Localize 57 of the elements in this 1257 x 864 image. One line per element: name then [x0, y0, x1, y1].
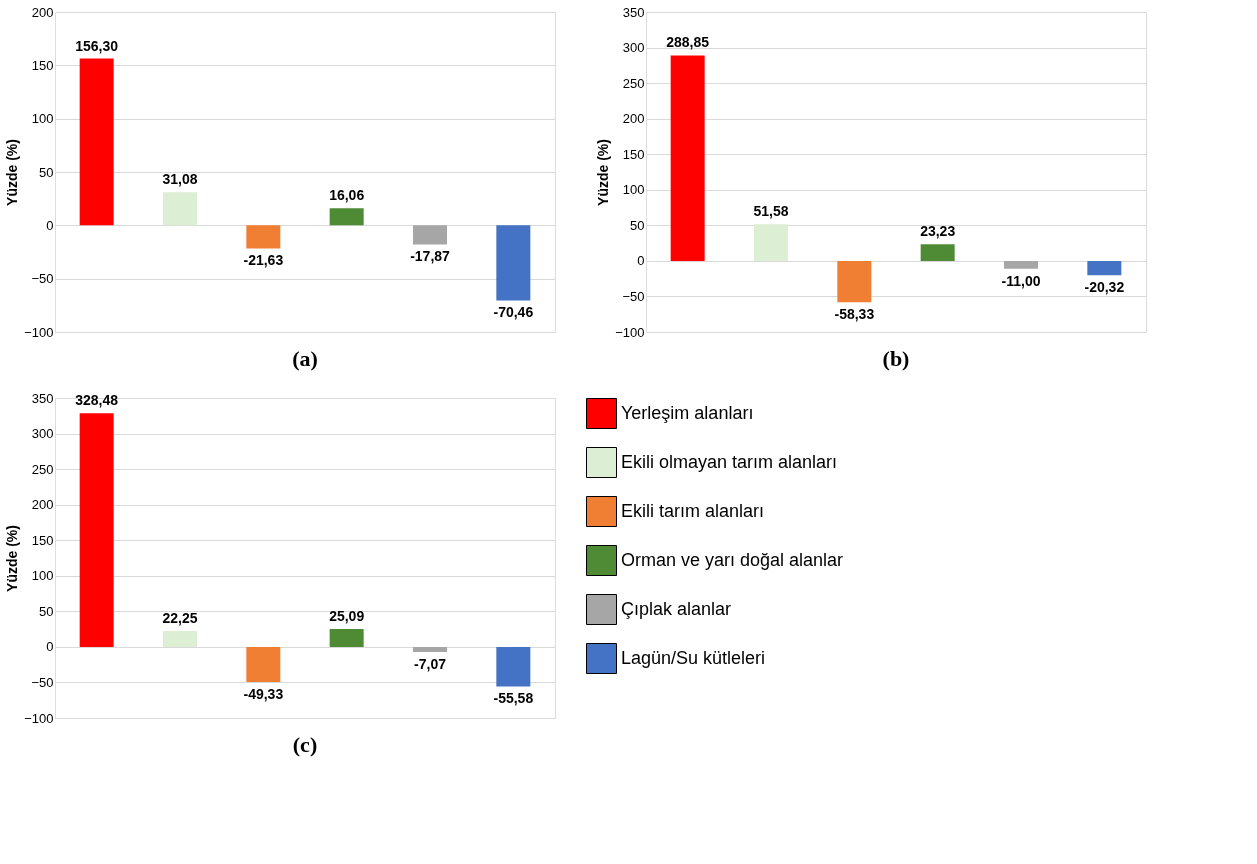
y-tick-label: 150: [31, 532, 54, 548]
y-tick-label: −100: [615, 324, 645, 340]
data-label: 22,25: [162, 610, 198, 627]
y-tick-label: 100: [31, 568, 54, 584]
legend-label: Ekili olmayan tarım alanları: [621, 451, 838, 472]
y-tick-label: 0: [637, 253, 645, 269]
y-tick-label: 50: [39, 164, 54, 180]
legend-label: Çıplak alanlar: [621, 598, 732, 619]
y-tick-label: 250: [31, 461, 54, 477]
data-label: -70,46: [493, 304, 534, 321]
legend-label: Lagün/Su kütleleri: [621, 647, 766, 668]
y-tick-label: 200: [31, 4, 54, 20]
data-label: -21,63: [243, 252, 284, 269]
data-label: -11,00: [1001, 272, 1041, 289]
data-label: -58,33: [834, 306, 875, 323]
data-label: 16,06: [329, 187, 365, 204]
data-label: -55,58: [493, 690, 534, 707]
text: (c): [292, 732, 318, 757]
data-label: -7,07: [414, 655, 447, 672]
y-tick-label: 200: [622, 111, 645, 127]
y-tick-label: 100: [622, 182, 645, 198]
data-label: 51,58: [753, 203, 789, 220]
y-tick-label: 150: [31, 57, 54, 73]
data-label: 288,85: [666, 34, 710, 51]
data-label: 23,23: [920, 223, 956, 240]
legend-label: Ekili tarım alanları: [621, 500, 765, 521]
text: (a): [292, 346, 318, 371]
y-tick-label: −50: [31, 674, 54, 690]
y-tick-label: 300: [31, 426, 54, 442]
y-tick-label: 50: [39, 603, 54, 619]
data-label: -49,33: [243, 685, 284, 702]
y-tick-label: 200: [31, 497, 54, 513]
data-label: 328,48: [75, 392, 119, 409]
y-tick-label: 350: [31, 390, 54, 406]
data-label: 31,08: [162, 171, 198, 188]
y-tick-label: 0: [46, 217, 54, 233]
data-label: 156,30: [75, 37, 119, 54]
y-axis-title: Yüzde (%): [4, 139, 21, 206]
data-label: 25,09: [329, 608, 365, 625]
y-tick-label: 50: [630, 217, 645, 233]
y-tick-label: −50: [31, 271, 54, 287]
y-tick-label: −50: [622, 288, 645, 304]
data-label: -20,32: [1084, 279, 1125, 296]
legend-label: Orman ve yarı doğal alanlar: [621, 549, 844, 570]
y-tick-label: 100: [31, 111, 54, 127]
y-tick-label: 0: [46, 639, 54, 655]
y-tick-label: −100: [24, 324, 54, 340]
data-label: -17,87: [410, 248, 451, 265]
y-tick-label: −100: [24, 710, 54, 726]
y-tick-label: 350: [622, 4, 645, 20]
y-tick-label: 150: [622, 146, 645, 162]
text: (b): [882, 346, 910, 371]
y-axis-title: Yüzde (%): [595, 139, 612, 206]
y-tick-label: 300: [622, 40, 645, 56]
legend-label: Yerleşim alanları: [621, 402, 754, 423]
y-axis-title: Yüzde (%): [4, 525, 21, 592]
y-tick-label: 250: [622, 75, 645, 91]
